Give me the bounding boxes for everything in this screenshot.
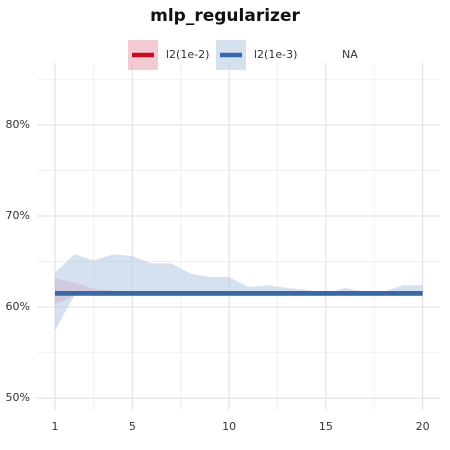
y-tick-label: 80% [6, 118, 30, 131]
y-tick-label: 50% [6, 391, 30, 404]
x-tick-label: 5 [129, 420, 136, 433]
y-tick-label: 60% [6, 300, 30, 313]
x-tick-label: 1 [51, 420, 58, 433]
chart-title: mlp_regularizer [150, 6, 300, 26]
y-tick-label: 70% [6, 209, 30, 222]
x-tick-label: 15 [319, 420, 333, 433]
legend-label: l2(1e-2) [166, 48, 209, 61]
legend-label: l2(1e-3) [254, 48, 297, 61]
x-tick-label: 20 [416, 420, 430, 433]
legend-label: NA [342, 48, 358, 61]
x-tick-label: 10 [222, 420, 236, 433]
